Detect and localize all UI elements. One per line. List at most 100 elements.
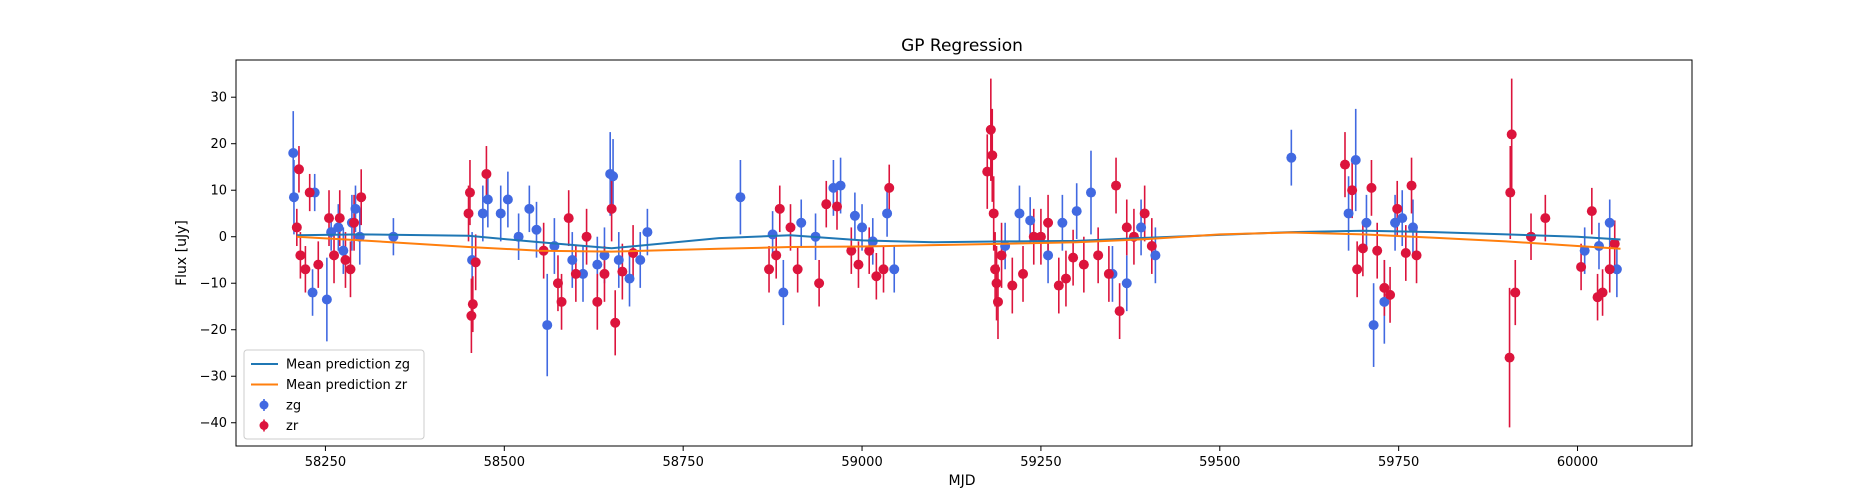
zg-data-point: [599, 250, 610, 261]
y-tick-label: −10: [200, 277, 227, 292]
zr-data-point: [340, 254, 351, 265]
x-tick-label: 58250: [305, 455, 346, 470]
legend-entry-zr-label: zr: [286, 419, 299, 434]
zg-data-point: [333, 222, 344, 233]
zr-data-point: [628, 248, 639, 258]
zr-data-point: [871, 271, 882, 282]
zr-data-point: [1114, 306, 1125, 317]
zr-data-point: [463, 208, 474, 219]
zg-data-point: [288, 192, 299, 203]
zr-data-point: [466, 310, 477, 321]
zg-data-point: [624, 273, 635, 284]
zr-data-point: [1103, 268, 1114, 279]
plot-area: 58250 58500 58750 59000 59250 59500 59750 60000…: [200, 59, 1693, 470]
zr-data-point: [1366, 182, 1377, 193]
zr-data-point: [1078, 259, 1089, 270]
zg-data-point: [1611, 264, 1622, 275]
zg-data-point: [735, 192, 746, 203]
zg-data-point: [1379, 296, 1390, 307]
zr-data-point: [1540, 213, 1551, 224]
zg-data-point: [307, 287, 318, 298]
zr-data-point: [771, 250, 782, 261]
zr-data-point: [324, 213, 335, 224]
zr-data-point: [552, 278, 563, 289]
zr-data-point: [1526, 231, 1537, 242]
zg-data-point: [1593, 241, 1604, 252]
zr-data-point: [785, 222, 796, 233]
x-tick-label: 60000: [1557, 455, 1598, 470]
zg-data-point: [350, 203, 361, 214]
zg-data-point: [1390, 217, 1401, 228]
zr-data-point: [1510, 287, 1521, 298]
zg-data-point: [1604, 217, 1615, 228]
zr-data-point: [291, 222, 302, 233]
zr-data-point: [606, 203, 617, 214]
zr-data-point: [987, 150, 998, 161]
zr-data-point: [878, 264, 889, 275]
zg-data-point: [482, 194, 493, 205]
zr-data-point: [792, 264, 803, 275]
zr-data-point: [1352, 264, 1363, 275]
zr-data-point: [1093, 250, 1104, 261]
zr-data-point: [1506, 129, 1517, 140]
zg-data-point: [592, 259, 603, 270]
zr-data-point: [1505, 187, 1516, 198]
zg-data-point: [767, 229, 778, 240]
zr-data-point: [774, 203, 785, 214]
zg-data-point: [889, 264, 900, 275]
zr-data-point: [617, 266, 628, 277]
zg-data-point: [857, 222, 868, 233]
y-tick-label: 20: [210, 137, 227, 152]
zg-data-point: [635, 254, 646, 265]
zr-data-point: [982, 166, 993, 177]
x-tick-label: 59500: [1199, 455, 1240, 470]
zg-data-point: [882, 208, 893, 219]
zr-data-point: [464, 187, 475, 198]
zr-data-point: [1586, 206, 1597, 217]
x-tick-label: 59000: [841, 455, 882, 470]
zr-data-point: [1385, 289, 1396, 300]
zr-data-point: [356, 192, 367, 203]
zr-data-point: [1053, 280, 1064, 291]
zg-data-point: [531, 224, 542, 235]
zg-data-point: [1407, 222, 1418, 233]
zg-data-point: [1361, 217, 1372, 228]
legend-entry-zg-label: zg: [286, 399, 301, 414]
zr-data-point: [295, 250, 306, 261]
zg-data-point: [1071, 206, 1082, 217]
zr-data-point: [304, 187, 315, 198]
zr-data-point: [581, 231, 592, 242]
zr-data-point: [1035, 231, 1046, 242]
chart-title: GP Regression: [901, 36, 1023, 56]
y-tick-label: 30: [210, 91, 227, 106]
zr-data-point: [996, 250, 1007, 261]
zr-data-point: [481, 168, 492, 179]
zr-data-point: [1068, 252, 1079, 263]
zr-data-point: [470, 257, 481, 268]
zr-data-point: [832, 201, 843, 212]
zg-data-point: [642, 227, 653, 238]
zr-data-point: [1060, 273, 1071, 284]
zg-data-point: [796, 217, 807, 228]
zr-data-point: [814, 278, 825, 289]
zr-data-point: [556, 296, 567, 307]
legend-entry-zr-swatch: [259, 421, 269, 430]
y-tick-label: −20: [200, 323, 227, 338]
zg-data-point: [835, 180, 846, 191]
zg-data-point: [1121, 278, 1132, 289]
zg-data-point: [1368, 320, 1379, 331]
zr-data-point: [329, 250, 340, 261]
x-tick-label: 59750: [1378, 455, 1419, 470]
zr-data-point: [592, 296, 603, 307]
zr-data-point: [1504, 352, 1515, 363]
zg-data-point: [321, 294, 332, 305]
zr-data-point: [1406, 180, 1417, 191]
zr-data-point: [992, 296, 1003, 307]
x-tick-label: 58500: [484, 455, 525, 470]
zg-data-point: [502, 194, 513, 205]
zr-data-point: [1392, 203, 1403, 214]
legend-entry-zr-line-label: Mean prediction zr: [286, 378, 408, 393]
zr-data-point: [1028, 231, 1039, 242]
zr-data-point: [1411, 250, 1422, 261]
zg-data-point: [1136, 222, 1147, 233]
